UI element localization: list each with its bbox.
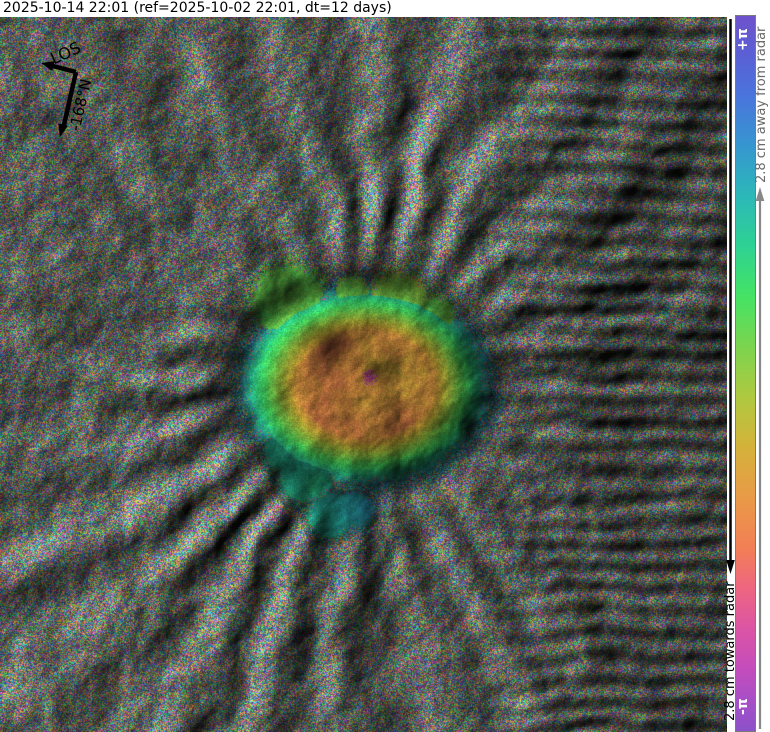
- los-arrow: [41, 61, 77, 75]
- away-from-radar-arrow: [755, 187, 765, 729]
- los-compass: LOS -168°N: [41, 38, 95, 137]
- los-label: LOS: [47, 38, 83, 68]
- figure-title: 2025-10-14 22:01 (ref=2025-10-02 22:01, …: [3, 0, 392, 16]
- bearing-arrow: [58, 71, 79, 137]
- colorbar-arrows: [726, 19, 765, 729]
- towards-radar-arrow: [726, 19, 735, 574]
- interferogram-map: [0, 17, 727, 732]
